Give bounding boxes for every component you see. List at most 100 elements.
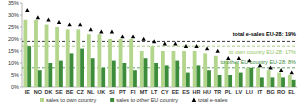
chart: 0%5%10%15%20%25%30%35%total e-sales EU-2… — [0, 0, 300, 107]
bar — [129, 39, 133, 87]
x-tick-label: PT — [119, 89, 127, 95]
y-tick — [20, 87, 22, 88]
y-tick-label: 35% — [8, 0, 19, 6]
y-tick-label: 15% — [8, 48, 19, 54]
x-tick-label: BG — [266, 89, 274, 95]
bar — [277, 73, 281, 87]
x-tick-label: HU — [203, 89, 211, 95]
bar — [38, 70, 42, 87]
bar — [267, 70, 271, 87]
bar — [23, 20, 27, 87]
x-tick-label: EL — [288, 89, 296, 95]
marker — [131, 34, 135, 38]
bar — [271, 77, 275, 87]
y-axis — [22, 3, 23, 87]
bar — [76, 29, 80, 87]
y-tick-label: 20% — [8, 36, 19, 42]
bar — [119, 39, 123, 87]
y-tick-label: 0% — [11, 84, 19, 90]
bar — [260, 77, 264, 87]
bar — [70, 53, 74, 87]
marker — [152, 39, 156, 43]
bar — [45, 25, 49, 87]
x-tick-label: RO — [277, 89, 286, 95]
reference-line — [22, 67, 297, 68]
bar — [140, 51, 144, 87]
bar — [154, 63, 158, 87]
bar — [182, 51, 186, 87]
marker — [194, 44, 198, 48]
bar — [288, 75, 292, 87]
y-tick — [20, 39, 22, 40]
marker — [78, 22, 82, 26]
bar — [203, 53, 207, 87]
marker — [99, 30, 103, 34]
legend-label: total e-sales — [198, 97, 228, 103]
reference-line — [22, 46, 297, 47]
x-tick-label: ES — [182, 89, 190, 95]
bar — [207, 70, 211, 87]
x-tick-label: CZ — [77, 89, 85, 95]
x-tick-label: IE — [25, 89, 31, 95]
bar — [34, 20, 38, 87]
marker — [290, 70, 294, 74]
bar — [122, 63, 126, 87]
marker — [279, 68, 283, 72]
marker — [184, 44, 188, 48]
x-tick-label: NL — [87, 89, 95, 95]
x-tick-label: CY — [161, 89, 169, 95]
bar — [197, 65, 201, 87]
reference-line — [22, 41, 297, 42]
x-tick-label: IT — [258, 89, 264, 95]
x-tick-label: DK — [44, 89, 52, 95]
marker — [57, 20, 61, 24]
x-tick-label: PL — [225, 89, 233, 95]
y-tick-label: 30% — [8, 12, 19, 18]
reference-label: total e-sales EU-28: 19% — [233, 31, 296, 37]
legend-swatch — [40, 98, 44, 102]
marker — [173, 42, 177, 46]
marker — [25, 8, 29, 12]
bar — [59, 61, 63, 87]
bar — [246, 68, 250, 87]
legend-label: sales to other EU country — [116, 97, 178, 103]
bar — [91, 58, 95, 87]
x-tick-label: SE — [55, 89, 63, 95]
x-tick-label: EE — [172, 89, 180, 95]
bar — [186, 73, 190, 87]
bar — [80, 49, 84, 87]
y-tick-label: 5% — [11, 72, 19, 78]
bar — [87, 34, 91, 87]
marker — [120, 34, 124, 38]
bar — [108, 39, 112, 87]
bar — [256, 68, 260, 87]
bar — [172, 51, 176, 87]
x-tick-label: TR — [214, 89, 221, 95]
marker — [205, 46, 209, 50]
x-tick-label: MT — [140, 89, 149, 95]
y-tick-label: 25% — [8, 24, 19, 30]
bar — [218, 75, 222, 87]
bar — [228, 75, 232, 87]
x-tick-label: BE — [66, 89, 74, 95]
marker — [268, 66, 272, 70]
bar — [193, 51, 197, 87]
reference-label: to own country EU-28: 17% — [229, 49, 296, 55]
y-tick — [20, 3, 22, 4]
marker — [215, 49, 219, 53]
y-tick — [20, 63, 22, 64]
x-tick-label: NO — [34, 89, 43, 95]
bar — [144, 58, 148, 87]
y-tick — [20, 51, 22, 52]
bar — [133, 70, 137, 87]
x-tick-label: SI — [109, 89, 115, 95]
x-tick-label: FI — [131, 89, 136, 95]
bar — [175, 61, 179, 87]
legend-label: sales to own country — [46, 97, 96, 103]
bar — [150, 46, 154, 87]
bar — [214, 56, 218, 87]
bar — [239, 73, 243, 87]
marker — [110, 30, 114, 34]
reference-label: to other EU country EU-28: 8% — [220, 59, 296, 65]
bar — [48, 63, 52, 87]
